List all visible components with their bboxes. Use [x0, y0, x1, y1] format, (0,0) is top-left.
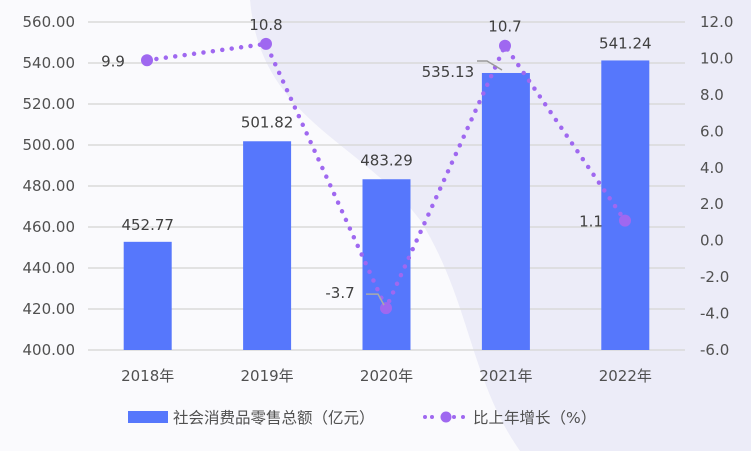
x-axis-tick: 2020年: [360, 367, 413, 385]
x-axis: 2018年 2019年 2020年 2021年 2022年: [121, 367, 652, 385]
bar-value-label: 535.13: [422, 63, 475, 81]
leader-line: [477, 60, 503, 71]
right-axis-tick: 10.0: [700, 49, 733, 67]
bar: [601, 60, 650, 350]
x-axis-tick: 2019年: [241, 367, 294, 385]
bar: [481, 72, 530, 351]
legend-bar-swatch: [128, 411, 168, 423]
left-axis-tick: 460.00: [23, 218, 76, 236]
line-data-labels: 9.9 10.8 -3.7 10.7 1.1: [101, 16, 603, 306]
left-axis-tick: 540.00: [23, 54, 76, 72]
right-axis-tick: -4.0: [700, 305, 729, 323]
bar: [123, 241, 172, 350]
leader-line: [366, 293, 385, 306]
line-marker: [380, 302, 392, 315]
line-value-label: 10.7: [488, 18, 521, 36]
left-axis-tick: 480.00: [23, 177, 76, 195]
bar-value-label: 501.82: [241, 113, 294, 131]
line-value-label: 10.8: [249, 16, 282, 34]
bar-data-labels: 452.77 501.82 483.29 535.13 541.24: [121, 34, 651, 233]
left-axis-tick: 560.00: [23, 13, 76, 31]
right-axis-tick: -6.0: [700, 341, 729, 359]
bar-value-label: 541.24: [599, 34, 652, 52]
left-axis: 560.00 540.00 520.00 500.00 480.00 460.00 440.…: [23, 13, 76, 359]
line-marker: [260, 37, 272, 50]
bar: [362, 179, 411, 350]
bar-series: [123, 60, 650, 351]
bar-value-label: 483.29: [360, 151, 413, 169]
legend: 社会消费品零售总额（亿元） 比上年增长（%）: [128, 409, 596, 427]
right-axis-tick: 6.0: [700, 122, 724, 140]
right-axis-tick: 4.0: [700, 159, 724, 177]
line-series: [141, 37, 631, 315]
left-axis-tick: 500.00: [23, 136, 76, 154]
bar: [243, 141, 292, 350]
line-marker: [619, 214, 631, 227]
line-marker: [499, 39, 511, 52]
right-axis-tick: 2.0: [700, 195, 724, 213]
right-axis-tick: 12.0: [700, 13, 733, 31]
bar-value-label: 452.77: [121, 216, 174, 234]
right-axis-tick: -2.0: [700, 268, 729, 286]
right-axis: 12.0 10.0 8.0 6.0 4.0 2.0 0.0 -2.0 -4.0 -6.0: [700, 13, 733, 359]
line-value-label: -3.7: [325, 284, 354, 302]
x-axis-tick: 2022年: [599, 367, 652, 385]
x-axis-tick: 2021年: [479, 367, 532, 385]
left-axis-tick: 440.00: [23, 259, 76, 277]
right-axis-tick: 0.0: [700, 232, 724, 250]
legend-line-label: 比上年增长（%）: [473, 409, 596, 427]
left-axis-tick: 400.00: [23, 341, 76, 359]
left-axis-tick: 420.00: [23, 300, 76, 318]
left-axis-tick: 520.00: [23, 95, 76, 113]
line-value-label: 9.9: [101, 52, 125, 70]
line-value-label: 1.1: [579, 213, 603, 231]
right-axis-tick: 8.0: [700, 86, 724, 104]
legend-line-marker-icon: [423, 411, 465, 423]
line-marker: [141, 54, 153, 67]
x-axis-tick: 2018年: [121, 367, 174, 385]
legend-bar-label: 社会消费品零售总额（亿元）: [173, 409, 375, 427]
